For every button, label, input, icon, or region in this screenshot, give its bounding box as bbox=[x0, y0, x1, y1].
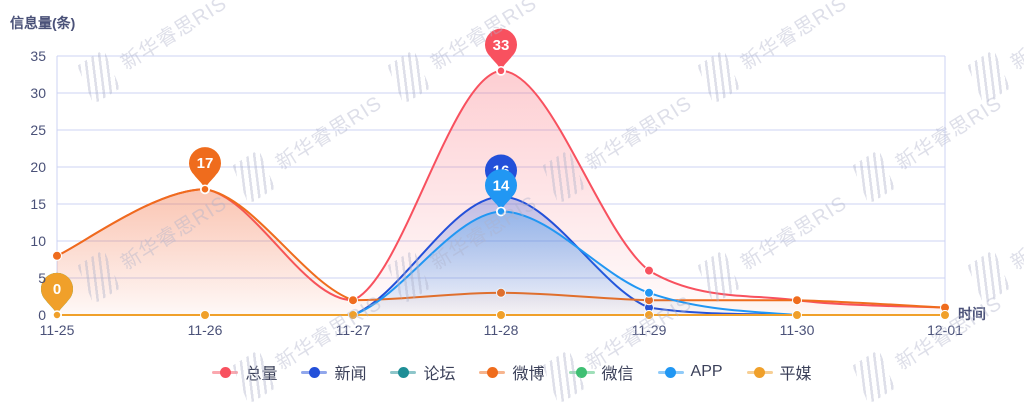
data-point-微博-11-25[interactable] bbox=[52, 250, 62, 261]
y-tick-label-15: 15 bbox=[30, 196, 46, 212]
pin-tip-dot-微博 bbox=[200, 184, 210, 194]
pin-tip-dot-平媒 bbox=[52, 310, 62, 320]
pin-value-总量: 33 bbox=[493, 37, 510, 54]
legend-label: 平媒 bbox=[779, 366, 812, 383]
legend-item-APP[interactable]: APP bbox=[657, 363, 723, 381]
legend-label: 总量 bbox=[245, 366, 278, 383]
data-point-APP-11-29[interactable] bbox=[644, 287, 654, 298]
y-tick-label-25: 25 bbox=[30, 122, 46, 138]
x-tick-label-11-28: 11-28 bbox=[484, 322, 519, 338]
legend-marker-icon bbox=[479, 366, 506, 378]
legend-marker-icon bbox=[390, 366, 417, 378]
pin-shape-APP bbox=[485, 169, 517, 212]
legend-label: 微信 bbox=[601, 366, 634, 383]
max-pin-APP[interactable]: 14 bbox=[485, 169, 517, 217]
legend-item-新闻[interactable]: 新闻 bbox=[301, 360, 366, 384]
x-tick-label-12-01: 12-01 bbox=[927, 322, 963, 338]
pin-shape-总量 bbox=[485, 28, 517, 71]
max-pin-平媒[interactable]: 0 bbox=[41, 272, 73, 320]
legend-marker-icon bbox=[301, 366, 328, 378]
legend-label: 微博 bbox=[512, 366, 545, 383]
y-tick-label-20: 20 bbox=[30, 159, 46, 175]
data-point-平媒-11-26[interactable] bbox=[200, 310, 210, 320]
y-tick-label-5: 5 bbox=[38, 270, 46, 286]
x-tick-label-11-26: 11-26 bbox=[188, 322, 223, 338]
x-tick-label-11-30: 11-30 bbox=[780, 322, 815, 338]
chart-legend: 总量 新闻 论坛 微博 微信 APP 平媒 bbox=[0, 354, 1024, 390]
max-pin-总量[interactable]: 33 bbox=[485, 28, 517, 76]
data-point-微博-11-27[interactable] bbox=[348, 295, 358, 306]
legend-item-论坛[interactable]: 论坛 bbox=[390, 360, 455, 384]
series-area-APP bbox=[57, 211, 945, 315]
max-pin-微博[interactable]: 17 bbox=[189, 147, 221, 194]
legend-label: 论坛 bbox=[423, 366, 456, 383]
data-point-平媒-11-29[interactable] bbox=[644, 310, 654, 320]
page-title: 信息量(条) bbox=[10, 15, 76, 31]
legend-label: 新闻 bbox=[334, 366, 367, 383]
x-tick-label-11-25: 11-25 bbox=[40, 322, 75, 338]
data-point-平媒-11-28[interactable] bbox=[496, 310, 506, 320]
pin-value-APP: 14 bbox=[493, 177, 510, 194]
y-tick-label-30: 30 bbox=[30, 85, 46, 101]
x-tick-label-11-29: 11-29 bbox=[632, 322, 667, 338]
pin-value-平媒: 0 bbox=[53, 281, 61, 298]
pin-value-微博: 17 bbox=[197, 155, 214, 172]
pin-tip-dot-总量 bbox=[496, 66, 506, 76]
pin-shape-平媒 bbox=[41, 272, 73, 315]
legend-item-总量[interactable]: 总量 bbox=[212, 360, 277, 384]
legend-label: APP bbox=[690, 363, 723, 380]
legend-marker-icon bbox=[746, 366, 773, 378]
series-area-微博 bbox=[57, 189, 945, 315]
data-point-平媒-12-01[interactable] bbox=[940, 310, 950, 320]
y-tick-label-0: 0 bbox=[38, 307, 46, 323]
data-point-总量-11-29[interactable] bbox=[644, 265, 654, 276]
x-axis-title: 时间 bbox=[958, 306, 986, 322]
legend-item-微博[interactable]: 微博 bbox=[479, 360, 545, 384]
legend-marker-icon bbox=[568, 366, 595, 378]
data-point-平媒-11-30[interactable] bbox=[792, 310, 802, 320]
pin-tip-dot-APP bbox=[496, 206, 506, 217]
legend-item-微信[interactable]: 微信 bbox=[568, 360, 634, 384]
y-tick-label-10: 10 bbox=[30, 233, 46, 249]
x-tick-label-11-27: 11-27 bbox=[336, 322, 371, 338]
legend-item-平媒[interactable]: 平媒 bbox=[746, 360, 812, 384]
pin-shape-微博 bbox=[189, 147, 221, 190]
legend-marker-icon bbox=[212, 366, 239, 378]
data-point-平媒-11-27[interactable] bbox=[348, 310, 358, 320]
legend-marker-icon bbox=[657, 366, 684, 378]
y-tick-label-35: 35 bbox=[30, 48, 46, 64]
data-point-微博-11-30[interactable] bbox=[792, 295, 802, 306]
